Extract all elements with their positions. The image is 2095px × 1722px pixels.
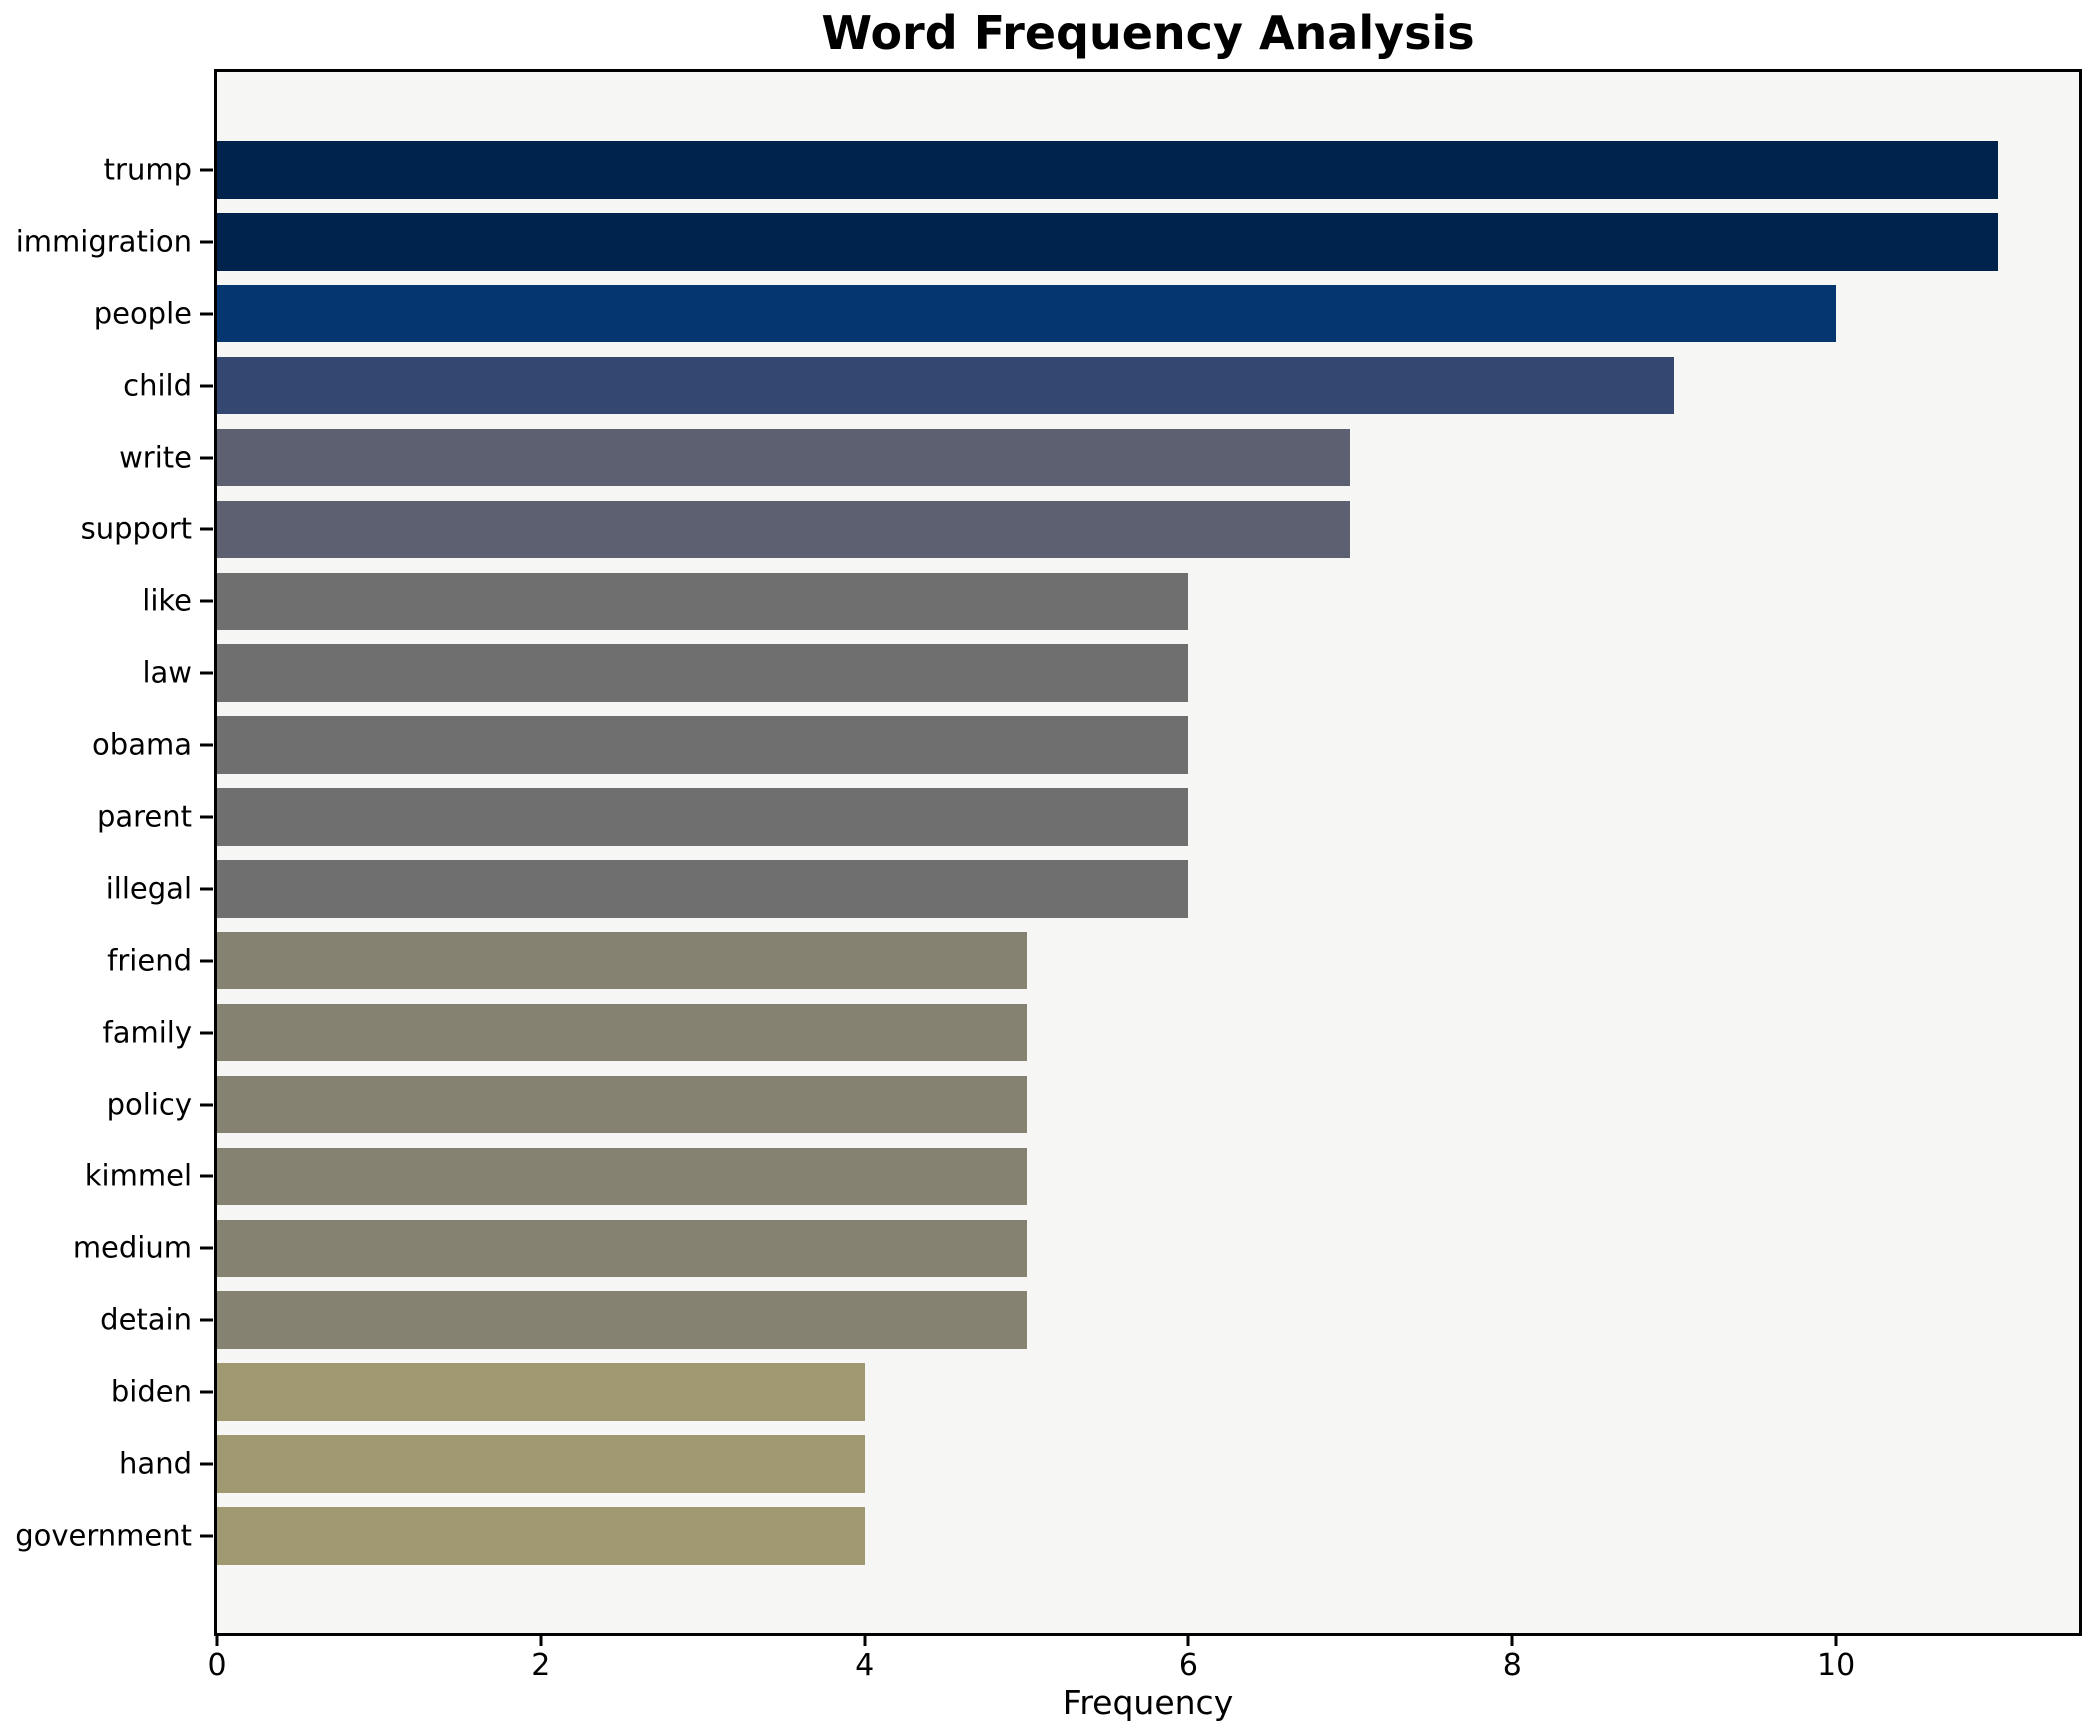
y-axis-tick-mark <box>200 456 213 459</box>
bar-row: government <box>15 1500 2079 1572</box>
y-axis-label-immigration: immigration <box>15 224 192 259</box>
y-axis-tick-mark <box>200 1390 213 1394</box>
bar-biden <box>217 1363 865 1421</box>
x-axis-title: Frequency <box>1062 1683 1234 1722</box>
bar-illegal <box>217 860 1189 918</box>
x-axis-tick-label-6: 6 <box>1178 1648 1199 1683</box>
y-axis-tick-mark <box>200 1534 213 1538</box>
bar-row: write <box>119 422 2079 494</box>
bar-row: medium <box>73 1212 2079 1284</box>
y-axis-label-policy: policy <box>106 1087 192 1122</box>
y-axis-tick-mark <box>200 240 213 244</box>
y-axis-label-kimmel: kimmel <box>84 1158 192 1193</box>
x-axis-tick-label-2: 2 <box>531 1648 551 1683</box>
bar-row: immigration <box>16 206 2079 278</box>
bar-kimmel <box>217 1147 1027 1206</box>
y-axis-label-trump: trump <box>103 152 192 187</box>
bar-row: detain <box>100 1284 2079 1356</box>
bar-row: law <box>142 637 2079 709</box>
y-axis-tick-mark <box>200 1103 213 1107</box>
y-axis-tick-mark <box>200 1174 213 1178</box>
y-axis-tick-mark <box>200 815 213 819</box>
y-axis-tick-mark <box>200 1246 213 1250</box>
bar-row: family <box>102 997 2079 1069</box>
bar-row: trump <box>104 134 2079 206</box>
bar-medium <box>217 1219 1027 1278</box>
y-axis-tick-mark <box>200 959 213 963</box>
bar-hand <box>217 1435 865 1493</box>
y-axis-label-support: support <box>80 511 192 546</box>
plot-area: trump immigration people child write support l… <box>15 69 2082 1681</box>
x-axis-tick-label-8: 8 <box>1502 1648 1522 1683</box>
bar-obama <box>217 716 1189 774</box>
y-axis-label-family: family <box>102 1015 192 1050</box>
y-axis-label-detain: detain <box>100 1302 192 1337</box>
x-axis-tick-mark <box>1186 1633 1190 1646</box>
x-axis-tick-mark <box>1834 1633 1838 1646</box>
y-axis-tick-mark <box>200 312 213 316</box>
y-axis-tick-mark <box>200 384 213 388</box>
y-axis-label-like: like <box>142 583 192 618</box>
y-axis-label-people: people <box>93 296 192 331</box>
y-axis-tick-mark <box>200 743 213 747</box>
bar-law <box>217 644 1189 702</box>
bar-row: obama <box>92 709 2079 781</box>
x-axis-tick-mark <box>539 1633 543 1646</box>
y-axis-tick-mark <box>200 599 213 603</box>
bars-container: trump immigration people child write support l… <box>15 134 2079 1572</box>
chart-title: Word Frequency Analysis <box>821 6 1475 60</box>
y-axis-label-biden: biden <box>110 1374 192 1409</box>
y-axis-tick-mark <box>200 168 213 172</box>
bar-row: parent <box>97 781 2079 853</box>
bar-row: like <box>142 565 2079 637</box>
y-axis-tick-mark <box>200 1318 213 1322</box>
x-axis-tick-mark <box>1510 1633 1514 1646</box>
y-axis-label-friend: friend <box>107 943 192 978</box>
bar-parent <box>217 788 1189 846</box>
y-axis-tick-mark <box>200 887 213 891</box>
bar-row: friend <box>107 925 2079 997</box>
bar-row: biden <box>111 1356 2079 1428</box>
x-axis-tick-label-0: 0 <box>207 1648 227 1683</box>
bar-row: policy <box>107 1069 2079 1141</box>
y-axis-tick-mark <box>200 671 213 675</box>
x-axis-tick-mark <box>215 1633 219 1646</box>
bar-child <box>217 356 1675 415</box>
y-axis-tick-mark <box>200 527 213 531</box>
bar-trump <box>217 141 1999 199</box>
bar-row: illegal <box>106 853 2079 925</box>
bar-policy <box>217 1075 1027 1134</box>
y-axis-label-government: government <box>15 1518 192 1553</box>
bar-row: kimmel <box>85 1140 2079 1212</box>
x-axis-tick-label-10: 10 <box>1817 1648 1856 1683</box>
bar-row: support <box>81 493 2079 565</box>
y-axis-label-illegal: illegal <box>105 871 192 906</box>
bar-government <box>217 1507 865 1565</box>
y-axis-label-obama: obama <box>92 727 192 762</box>
y-axis-label-parent: parent <box>96 799 192 834</box>
bar-people <box>217 284 1837 343</box>
x-axis-tick-label-4: 4 <box>855 1648 875 1683</box>
bar-row: child <box>123 350 2079 422</box>
x-axis-tick-mark <box>863 1633 867 1646</box>
bar-write <box>217 428 1351 487</box>
bar-row: hand <box>119 1428 2079 1500</box>
x-axis-ticks: 0 2 4 6 8 10 <box>207 1633 2079 1703</box>
y-axis-label-law: law <box>142 655 192 690</box>
y-axis-tick-mark <box>200 1031 213 1035</box>
bar-like <box>217 572 1189 631</box>
y-axis-label-hand: hand <box>119 1446 192 1481</box>
y-axis-label-write: write <box>119 440 192 474</box>
bar-family <box>217 1003 1027 1062</box>
bar-friend <box>217 931 1027 990</box>
y-axis-label-child: child <box>123 368 192 403</box>
bar-support <box>217 500 1351 559</box>
bar-immigration <box>217 213 1999 271</box>
y-axis-label-medium: medium <box>72 1230 192 1265</box>
bar-row: people <box>94 278 2079 350</box>
bar-detain <box>217 1291 1027 1349</box>
y-axis-tick-mark <box>200 1462 213 1466</box>
